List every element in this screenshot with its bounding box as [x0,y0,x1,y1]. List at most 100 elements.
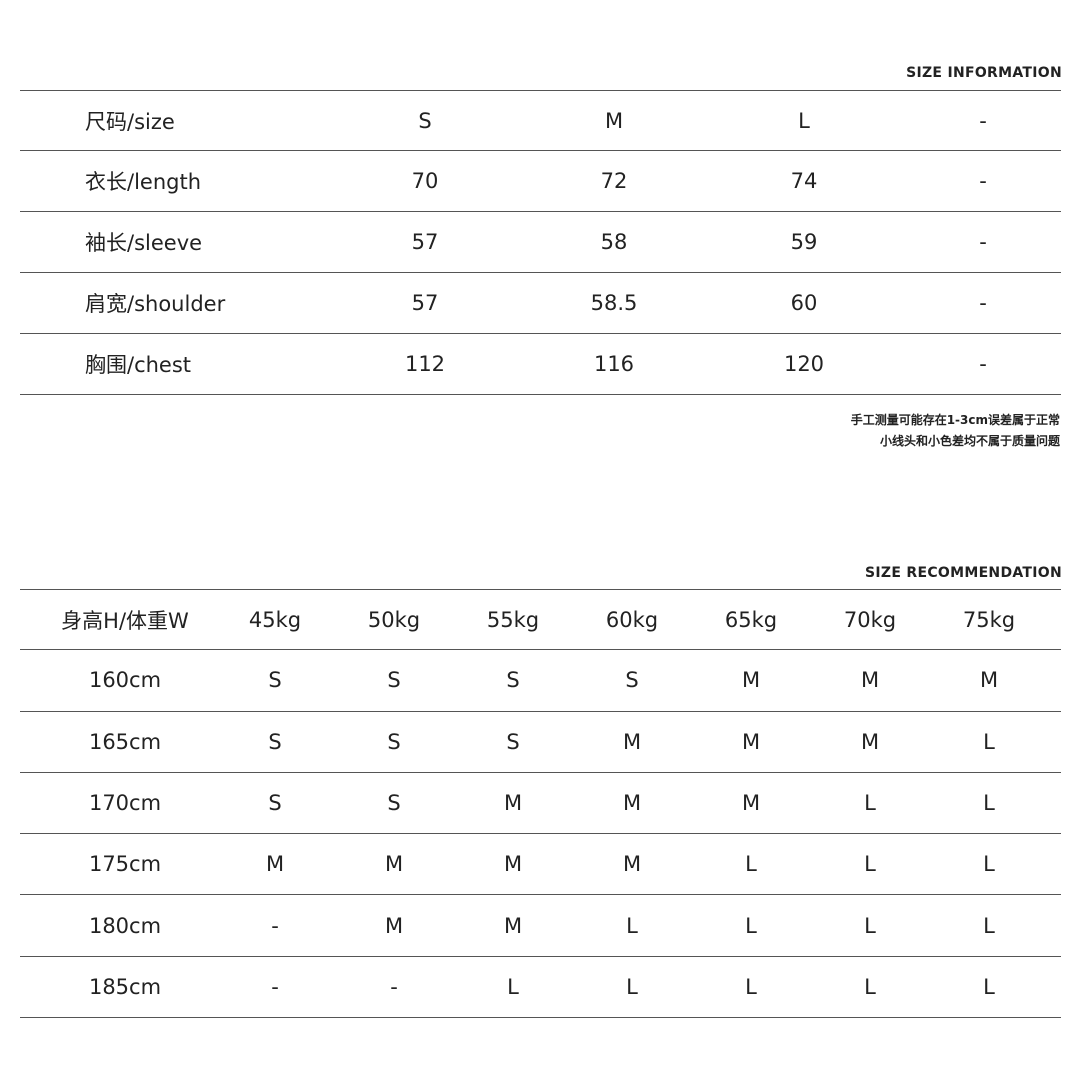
table-cell: 59 [790,230,818,254]
table-cell: L [626,974,638,999]
size-information-title: SIZE INFORMATION [906,65,1062,81]
table-cell: M [265,852,285,877]
table-cell: L [507,974,519,999]
row-label: 尺码/size [85,109,175,134]
row-label: 肩宽/shoulder [85,292,226,316]
table-cell: M [622,852,642,877]
table-cell: 57 [411,291,439,315]
table-row: 袖长/sleeve 57 58 59 - [20,212,1061,273]
table-cell: S [268,791,282,816]
table-row: 170cm S S M M M L L [20,773,1061,835]
table-cell: M [622,791,642,816]
table-cell: S [387,668,401,693]
table-row: 尺码/size S M L - [20,90,1061,151]
table-cell: - [979,108,987,133]
table-cell: - [979,291,987,315]
table-cell: L [626,913,638,938]
table-cell: 116 [593,352,635,376]
table-cell: M [604,108,624,133]
table-cell: L [798,108,810,133]
table-cell: S [625,668,639,693]
table-cell: L [983,729,995,754]
table-cell: S [387,791,401,816]
table-cell: L [864,974,876,999]
table-cell: 74 [790,169,818,193]
table-cell: - [390,974,398,999]
table-row: 160cm S S S S M M M [20,650,1061,712]
row-label: 衣长/length [85,170,202,194]
table-cell: S [506,668,520,693]
measurement-notes: 手工测量可能存在1-3cm误差属于正常 小线头和小色差均不属于质量问题 [851,410,1060,452]
size-recommendation-table: 身高H/体重W 45kg 50kg 55kg 60kg 65kg 70kg 75kg 160cm… [20,589,1061,1019]
table-cell: 58 [600,230,628,254]
row-label: 175cm [88,852,162,877]
note-line: 小线头和小色差均不属于质量问题 [879,434,1060,448]
table-cell: M [860,729,880,754]
table-cell: M [503,791,523,816]
table-cell: L [864,852,876,877]
table-cell: M [384,852,404,877]
table-cell: L [983,852,995,877]
table-cell: S [418,108,432,133]
table-cell: M [503,913,523,938]
row-label: 胸围/chest [85,353,192,377]
table-row: 165cm S S S M M M L [20,712,1061,773]
table-cell: - [979,230,987,254]
row-label: 180cm [88,913,162,938]
table-cell: 60 [790,291,818,315]
column-header: 70kg [843,607,897,632]
column-header: 45kg [248,607,302,632]
table-cell: S [268,668,282,693]
table-cell: L [745,913,757,938]
column-header: 身高H/体重W [61,608,189,633]
table-cell: 120 [783,352,825,376]
table-cell: S [387,729,401,754]
table-cell: L [983,974,995,999]
table-cell: 57 [411,230,439,254]
row-label: 袖长/sleeve [85,231,203,255]
table-row: 衣长/length 70 72 74 - [20,151,1061,212]
table-cell: L [983,913,995,938]
table-cell: L [864,913,876,938]
table-cell: - [979,352,987,376]
table-row: 肩宽/shoulder 57 58.5 60 - [20,273,1061,334]
table-cell: L [983,791,995,816]
table-cell: S [268,729,282,754]
table-cell: M [622,729,642,754]
table-cell: - [979,169,987,193]
table-cell: M [979,668,999,693]
table-cell: S [506,729,520,754]
row-label: 165cm [88,729,162,754]
column-header: 55kg [486,607,540,632]
table-row: 175cm M M M M L L L [20,834,1061,896]
header-row: 身高H/体重W 45kg 50kg 55kg 60kg 65kg 70kg 75kg [20,589,1061,651]
table-cell: 112 [404,352,446,376]
column-header: 75kg [962,607,1016,632]
column-header: 60kg [605,607,659,632]
table-row: 185cm - - L L L L L [20,957,1061,1019]
table-cell: - [271,913,279,938]
size-recommendation-title: SIZE RECOMMENDATION [865,565,1062,581]
table-row: 胸围/chest 112 116 120 - [20,334,1061,395]
table-cell: - [271,974,279,999]
row-label: 160cm [88,668,162,693]
table-cell: M [860,668,880,693]
table-cell: 72 [600,169,628,193]
table-cell: M [741,791,761,816]
table-cell: M [384,913,404,938]
table-cell: M [741,729,761,754]
table-row: 180cm - M M L L L L [20,895,1061,957]
table-cell: L [864,791,876,816]
table-cell: L [745,974,757,999]
column-header: 65kg [724,607,778,632]
table-cell: L [745,852,757,877]
table-cell: M [503,852,523,877]
table-cell: 70 [411,169,439,193]
table-cell: M [741,668,761,693]
size-information-table: 尺码/size S M L - 衣长/length 70 72 74 - 袖长/sleeve 57 58… [20,90,1061,395]
table-cell: 58.5 [590,291,638,315]
row-label: 170cm [88,791,162,816]
note-line: 手工测量可能存在1-3cm误差属于正常 [850,413,1060,427]
column-header: 50kg [367,607,421,632]
row-label: 185cm [88,974,162,999]
